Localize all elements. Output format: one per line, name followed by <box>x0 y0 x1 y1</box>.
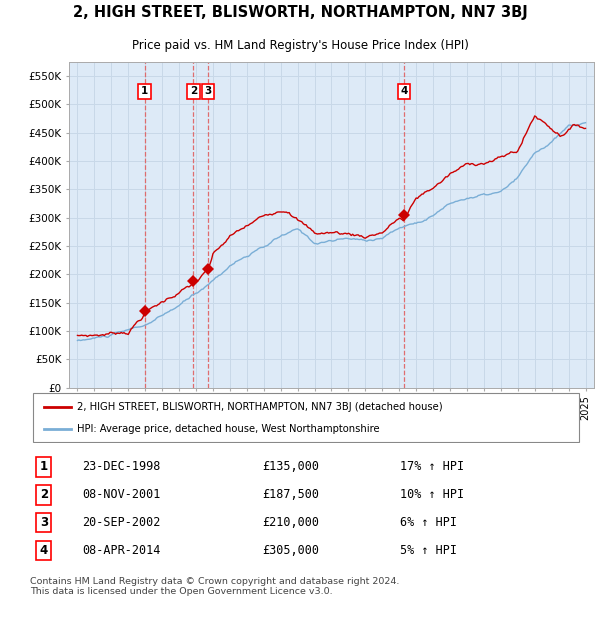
Text: 5% ↑ HPI: 5% ↑ HPI <box>400 544 457 557</box>
Text: 08-NOV-2001: 08-NOV-2001 <box>82 489 161 501</box>
FancyBboxPatch shape <box>33 394 579 442</box>
Text: 3: 3 <box>205 86 212 96</box>
Text: Contains HM Land Registry data © Crown copyright and database right 2024.
This d: Contains HM Land Registry data © Crown c… <box>30 577 400 596</box>
Text: 2, HIGH STREET, BLISWORTH, NORTHAMPTON, NN7 3BJ: 2, HIGH STREET, BLISWORTH, NORTHAMPTON, … <box>73 6 527 20</box>
Text: 2: 2 <box>40 489 48 501</box>
Text: 6% ↑ HPI: 6% ↑ HPI <box>400 516 457 529</box>
Text: 2, HIGH STREET, BLISWORTH, NORTHAMPTON, NN7 3BJ (detached house): 2, HIGH STREET, BLISWORTH, NORTHAMPTON, … <box>77 402 443 412</box>
Text: 4: 4 <box>400 86 407 96</box>
Text: HPI: Average price, detached house, West Northamptonshire: HPI: Average price, detached house, West… <box>77 424 380 434</box>
Text: 23-DEC-1998: 23-DEC-1998 <box>82 461 161 474</box>
Text: 08-APR-2014: 08-APR-2014 <box>82 544 161 557</box>
Text: 4: 4 <box>40 544 48 557</box>
Text: 2: 2 <box>190 86 197 96</box>
Text: 10% ↑ HPI: 10% ↑ HPI <box>400 489 464 501</box>
Text: £135,000: £135,000 <box>262 461 319 474</box>
Text: £210,000: £210,000 <box>262 516 319 529</box>
Text: 17% ↑ HPI: 17% ↑ HPI <box>400 461 464 474</box>
Text: £305,000: £305,000 <box>262 544 319 557</box>
Text: 1: 1 <box>40 461 48 474</box>
Text: 1: 1 <box>141 86 148 96</box>
Text: Price paid vs. HM Land Registry's House Price Index (HPI): Price paid vs. HM Land Registry's House … <box>131 40 469 53</box>
Text: £187,500: £187,500 <box>262 489 319 501</box>
Text: 20-SEP-2002: 20-SEP-2002 <box>82 516 161 529</box>
Text: 3: 3 <box>40 516 48 529</box>
